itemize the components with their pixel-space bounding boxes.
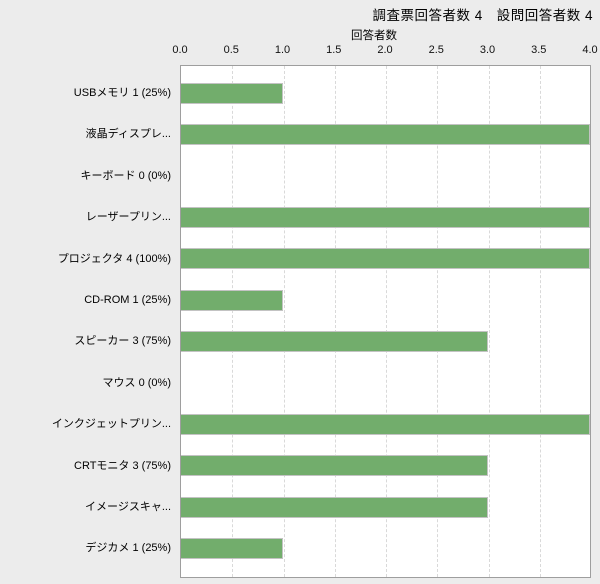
- bar: [181, 123, 590, 145]
- category-label: 液晶ディスプレ...: [85, 128, 171, 141]
- category-label: イメージスキャ...: [85, 501, 171, 513]
- bar: [181, 248, 590, 270]
- x-axis-title: 回答者数: [351, 30, 397, 42]
- gridline: [539, 66, 541, 577]
- bar: [181, 206, 590, 228]
- x-tick-label: 3.5: [531, 44, 547, 56]
- category-label: スピーカー 3 (75%): [74, 335, 171, 348]
- gridline: [488, 66, 490, 577]
- bar: [181, 82, 284, 104]
- report-title: 調査票回答者数 4 設問回答者数 4: [372, 8, 593, 23]
- category-label: CD-ROM 1 (25%): [84, 294, 171, 306]
- x-tick-label: 2.0: [377, 44, 393, 56]
- bar: [181, 330, 488, 352]
- category-label: レーザープリン...: [85, 211, 171, 224]
- bar: [181, 289, 284, 311]
- category-label: キーボード 0 (0%): [80, 169, 171, 182]
- x-tick-label: 4.0: [582, 44, 598, 56]
- bar: [181, 413, 590, 435]
- plot-area: [180, 65, 591, 578]
- category-label: インクジェットプリン...: [51, 418, 171, 431]
- gridline: [283, 66, 285, 577]
- x-tick-label: 3.0: [479, 44, 496, 56]
- gridline: [232, 66, 234, 577]
- bar: [181, 537, 284, 559]
- x-tick-label: 1.0: [274, 44, 291, 56]
- x-tick-label: 0.0: [172, 44, 188, 56]
- bar: [181, 496, 488, 518]
- category-labels: USBメモリ 1 (25%) 液晶ディスプレ... キーボード 0 (0%) レーザー…: [0, 0, 171, 584]
- x-tick-label: 1.5: [326, 44, 342, 56]
- category-label: CRTモニタ 3 (75%): [74, 459, 171, 472]
- gridline: [437, 66, 439, 577]
- category-label: デジカメ 1 (25%): [85, 542, 171, 555]
- category-label: マウス 0 (0%): [102, 376, 171, 389]
- x-axis-tick-labels: 0.0 0.5 1.0 1.5 2.0 2.5 3.0 3.5 4.0: [0, 44, 600, 58]
- category-label: USBメモリ 1 (25%): [73, 87, 171, 99]
- x-tick-label: 0.5: [223, 44, 239, 56]
- bar: [181, 455, 488, 477]
- x-tick-label: 2.5: [428, 44, 444, 56]
- gridline: [386, 66, 387, 577]
- category-label: プロジェクタ 4 (100%): [57, 252, 171, 265]
- gridline: [334, 66, 336, 577]
